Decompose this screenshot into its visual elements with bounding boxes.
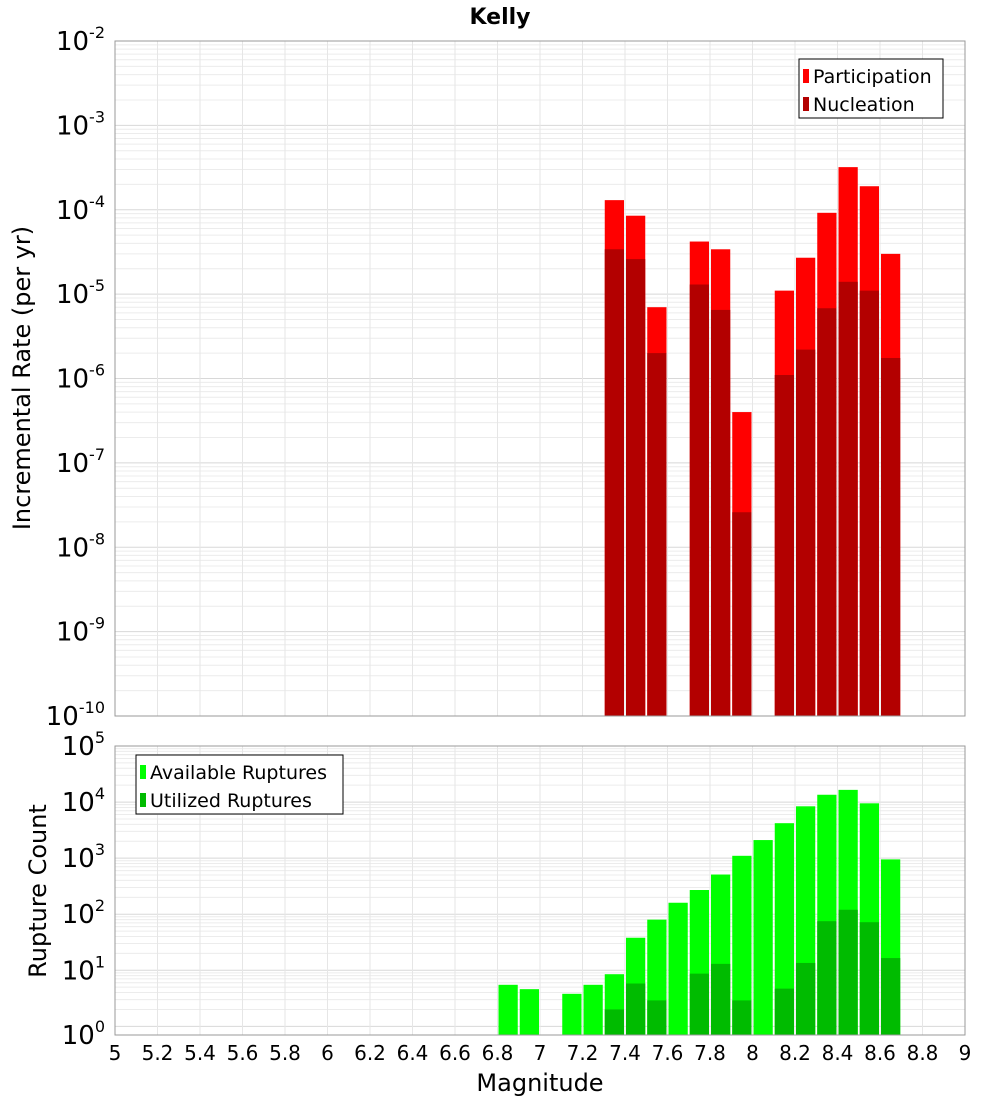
top-y-tick-label: 10-4 [56, 192, 105, 226]
bottom-bar-available-ruptures [668, 902, 688, 1035]
bottom-y-axis-label: Rupture Count [24, 804, 52, 978]
bottom-bar-utilized-ruptures [859, 922, 879, 1035]
chart-title: Kelly [469, 5, 530, 30]
bottom-bar-utilized-ruptures [838, 909, 858, 1035]
x-tick-label: 7.6 [652, 1041, 684, 1065]
top-legend-label: Participation [813, 66, 932, 88]
x-tick-label: 6 [321, 1041, 334, 1065]
x-tick-label: 8.2 [779, 1041, 811, 1065]
bottom-y-tick-label: 104 [62, 784, 105, 818]
bottom-bar-utilized-ruptures [881, 958, 901, 1035]
bottom-legend-swatch [140, 765, 146, 779]
top-bar-nucleation [689, 284, 709, 716]
x-tick-label: 7.8 [694, 1041, 726, 1065]
bottom-bar-utilized-ruptures [604, 1009, 624, 1035]
top-bar-nucleation [626, 259, 646, 716]
top-bar-nucleation [774, 375, 794, 716]
bottom-bar-utilized-ruptures [774, 988, 794, 1035]
bottom-bar-available-ruptures [774, 823, 794, 1035]
bottom-bar-utilized-ruptures [732, 1000, 752, 1035]
x-tick-label: 8.8 [907, 1041, 939, 1065]
bottom-plot-frame [114, 745, 966, 1036]
top-bar-nucleation [881, 357, 901, 716]
bottom-bar-utilized-ruptures [689, 973, 709, 1035]
bottom-legend-label: Utilized Ruptures [150, 790, 312, 812]
x-tick-label: 5.4 [184, 1041, 216, 1065]
x-tick-label: 5.8 [269, 1041, 301, 1065]
top-bar-nucleation [732, 512, 752, 716]
top-legend-swatch [803, 97, 809, 111]
bottom-bar-available-ruptures [583, 984, 603, 1035]
x-tick-label: 9 [959, 1041, 972, 1065]
top-bar-nucleation [838, 281, 858, 716]
x-tick-label: 7.2 [567, 1041, 599, 1065]
top-legend-swatch [803, 69, 809, 83]
bottom-y-tick-label: 103 [62, 840, 105, 874]
x-tick-label: 7.4 [609, 1041, 641, 1065]
bottom-bar-available-ruptures [753, 840, 773, 1035]
x-tick-label: 5 [109, 1041, 122, 1065]
top-y-tick-label: 10-3 [56, 107, 105, 141]
bottom-bar-utilized-ruptures [817, 921, 837, 1035]
x-tick-label: 5.6 [227, 1041, 259, 1065]
bottom-bar-available-ruptures [498, 984, 518, 1035]
x-tick-label: 8.6 [864, 1041, 896, 1065]
top-y-tick-label: 10-10 [46, 698, 105, 732]
bottom-bar-utilized-ruptures [626, 983, 646, 1035]
top-y-tick-label: 10-6 [56, 361, 105, 395]
bottom-bar-available-ruptures [562, 993, 582, 1035]
top-plot-frame [114, 40, 966, 717]
x-tick-label: 6.2 [354, 1041, 386, 1065]
bottom-legend-swatch [140, 793, 146, 807]
top-y-tick-label: 10-7 [56, 445, 105, 479]
top-y-axis-label: Incremental Rate (per yr) [8, 226, 36, 530]
x-tick-label: 7 [534, 1041, 547, 1065]
top-bar-nucleation [711, 309, 731, 716]
x-tick-label: 6.8 [482, 1041, 514, 1065]
x-tick-label: 8.4 [822, 1041, 854, 1065]
top-y-tick-label: 10-8 [56, 529, 105, 563]
bottom-bar-utilized-ruptures [796, 962, 816, 1035]
top-y-tick-label: 10-5 [56, 276, 105, 310]
bottom-y-tick-label: 100 [62, 1017, 105, 1051]
bottom-y-tick-label: 102 [62, 896, 105, 930]
bottom-y-tick-label: 105 [62, 728, 105, 762]
top-bar-nucleation [647, 353, 667, 716]
x-tick-label: 6.4 [397, 1041, 429, 1065]
top-legend-label: Nucleation [813, 94, 915, 116]
bottom-y-tick-label: 101 [62, 952, 105, 986]
x-axis-label: Magnitude [476, 1069, 603, 1097]
x-tick-label: 5.2 [142, 1041, 174, 1065]
x-tick-label: 8 [746, 1041, 759, 1065]
top-y-tick-label: 10-9 [56, 614, 105, 648]
top-bar-nucleation [817, 308, 837, 716]
bottom-legend-label: Available Ruptures [150, 762, 327, 784]
bottom-legend-box [135, 754, 344, 815]
top-y-tick-label: 10-2 [56, 23, 105, 57]
top-legend-box [798, 58, 944, 119]
bottom-bar-utilized-ruptures [711, 963, 731, 1035]
top-bar-nucleation [604, 249, 624, 716]
bottom-bar-utilized-ruptures [647, 1000, 667, 1035]
x-tick-label: 6.6 [439, 1041, 471, 1065]
top-bar-nucleation [796, 349, 816, 716]
top-bar-nucleation [859, 290, 879, 716]
bottom-bar-available-ruptures [732, 855, 752, 1035]
bottom-bar-available-ruptures [519, 989, 539, 1035]
